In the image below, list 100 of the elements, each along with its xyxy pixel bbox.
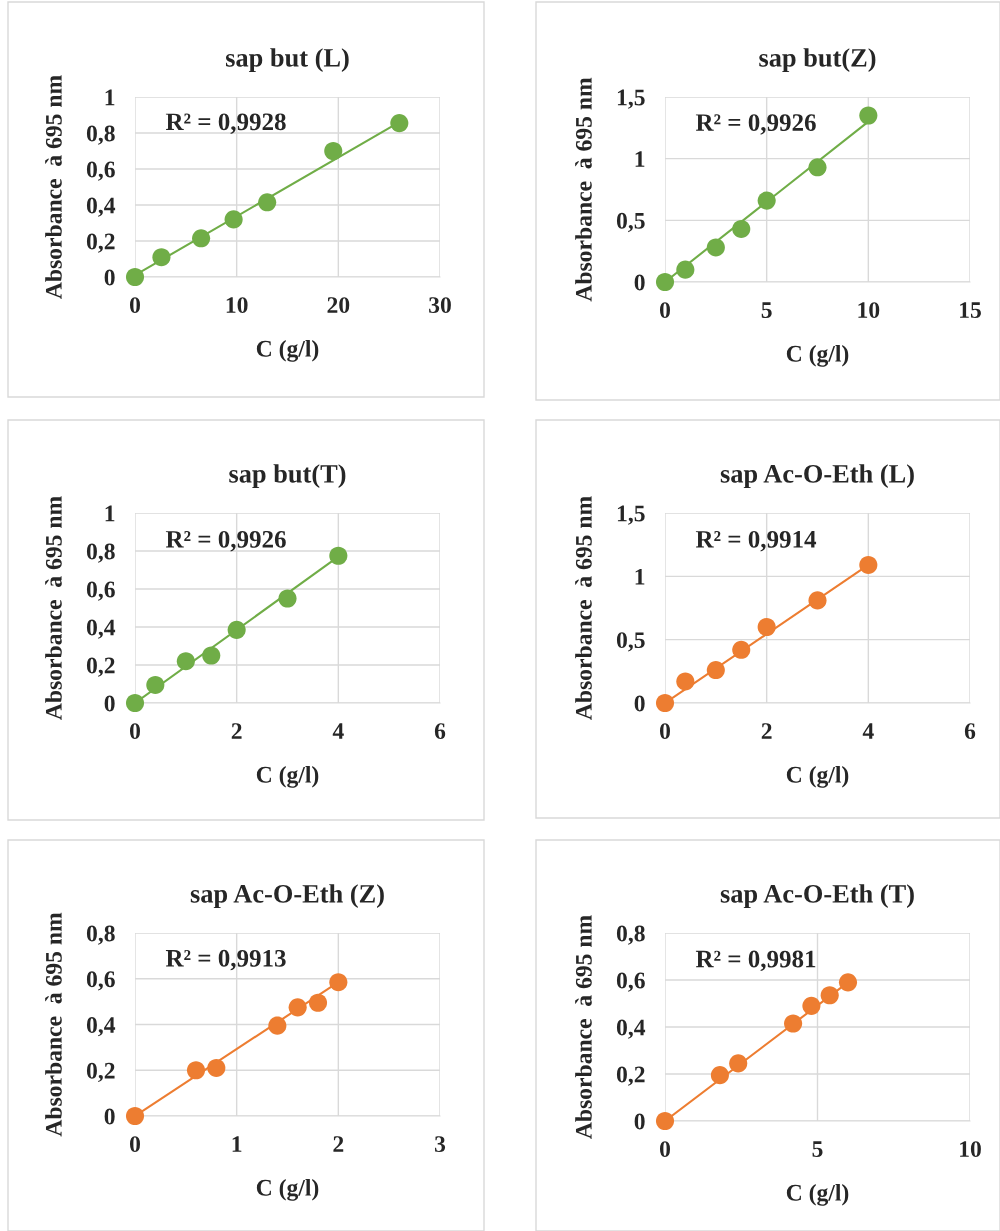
y-tick-label: 0,6 bbox=[86, 161, 115, 181]
y-tick-label: 1 bbox=[635, 151, 645, 167]
annotation: R² = 0,9926 bbox=[165, 530, 286, 552]
x-tick-label: 2 bbox=[761, 723, 772, 739]
point bbox=[329, 546, 348, 565]
annotation: R² = 0,9926 bbox=[695, 114, 816, 135]
x-tick-label: 10 bbox=[226, 297, 248, 314]
x-tick-label: 30 bbox=[429, 297, 451, 314]
x-tick-label: 10 bbox=[858, 302, 880, 319]
point bbox=[268, 1016, 287, 1035]
y-axis-title: Absorbance à 695 nm bbox=[575, 915, 592, 1139]
x-axis-title: C (g/l) bbox=[256, 340, 319, 362]
annotation: R² = 0,9928 bbox=[165, 113, 286, 134]
chart-title: sap Ac-O-Eth (L) bbox=[720, 464, 914, 489]
y-axis-title: Absorbance à 695 nm bbox=[575, 496, 592, 720]
chart-title: sap but (L) bbox=[225, 48, 349, 73]
y-axis-title: Absorbance à 695 nm bbox=[45, 912, 62, 1137]
y-tick-label: 1,5 bbox=[617, 505, 645, 525]
chart-title: sap but(Z) bbox=[759, 48, 876, 73]
point bbox=[706, 661, 725, 680]
y-tick-label: 0,8 bbox=[86, 925, 115, 945]
point bbox=[655, 1111, 675, 1131]
point bbox=[757, 191, 776, 210]
x-axis-title: C (g/l) bbox=[786, 345, 849, 367]
annotation: R² = 0,9914 bbox=[695, 530, 817, 552]
x-tick-label: 0 bbox=[130, 723, 140, 740]
annotation: R² = 0,9913 bbox=[165, 949, 286, 971]
y-tick-label: 0,2 bbox=[86, 1062, 115, 1083]
y-tick-label: 0,8 bbox=[616, 925, 645, 945]
y-tick-label: 0,2 bbox=[616, 1066, 645, 1086]
point bbox=[706, 238, 725, 257]
point bbox=[227, 620, 246, 639]
y-tick-label: 0,5 bbox=[616, 632, 645, 652]
point bbox=[859, 555, 878, 574]
y-tick-label: 0,4 bbox=[86, 619, 116, 639]
y-tick-label: 0,5 bbox=[616, 212, 645, 233]
point bbox=[757, 617, 776, 637]
x-tick-label: 15 bbox=[960, 302, 981, 319]
x-tick-label: 0 bbox=[130, 1136, 140, 1153]
chart-title: sap but(T) bbox=[229, 464, 346, 489]
x-axis-title: C (g/l) bbox=[786, 1184, 849, 1206]
point bbox=[729, 1054, 748, 1073]
point bbox=[324, 141, 343, 161]
point bbox=[732, 219, 751, 239]
point bbox=[192, 229, 211, 248]
y-tick-label: 0,6 bbox=[86, 971, 115, 991]
x-axis-title: C (g/l) bbox=[256, 1179, 319, 1201]
point bbox=[732, 640, 751, 659]
point bbox=[224, 210, 243, 229]
point bbox=[207, 1058, 226, 1078]
x-axis-title: C (g/l) bbox=[256, 766, 319, 788]
point bbox=[258, 193, 277, 212]
point bbox=[125, 1106, 145, 1126]
x-tick-label: 2 bbox=[231, 723, 242, 739]
y-tick-label: 0 bbox=[634, 1113, 645, 1130]
point bbox=[146, 675, 165, 694]
x-tick-label: 5 bbox=[812, 1141, 823, 1158]
point bbox=[125, 693, 145, 713]
point bbox=[176, 652, 195, 671]
y-tick-label: 0,6 bbox=[616, 972, 645, 992]
point bbox=[802, 996, 821, 1015]
y-tick-label: 0 bbox=[104, 695, 115, 712]
point bbox=[838, 973, 858, 992]
point bbox=[808, 158, 827, 177]
y-tick-label: 1 bbox=[635, 568, 645, 585]
point bbox=[676, 260, 695, 279]
point bbox=[859, 106, 878, 125]
y-tick-label: 0,2 bbox=[86, 657, 115, 677]
x-tick-label: 20 bbox=[327, 297, 350, 314]
point bbox=[202, 646, 221, 665]
y-tick-label: 0,6 bbox=[86, 581, 115, 601]
y-tick-label: 1 bbox=[105, 89, 115, 106]
x-tick-label: 3 bbox=[434, 1136, 446, 1153]
point bbox=[808, 591, 827, 610]
point bbox=[390, 114, 409, 133]
y-tick-label: 1 bbox=[105, 505, 115, 522]
point bbox=[784, 1014, 803, 1033]
y-axis-title: Absorbance à 695 nm bbox=[45, 75, 62, 299]
x-tick-label: 4 bbox=[332, 723, 344, 739]
y-tick-label: 1,5 bbox=[617, 89, 645, 109]
point bbox=[152, 248, 171, 267]
y-tick-label: 0,4 bbox=[616, 1019, 646, 1039]
x-tick-label: 1 bbox=[232, 1136, 242, 1152]
point bbox=[710, 1066, 729, 1085]
x-tick-label: 4 bbox=[862, 723, 874, 739]
x-axis-title: C (g/l) bbox=[786, 766, 849, 788]
annotation: R² = 0,9981 bbox=[695, 950, 816, 972]
x-tick-label: 0 bbox=[130, 297, 140, 314]
chart-title: sap Ac-O-Eth (T) bbox=[720, 884, 914, 909]
point bbox=[655, 272, 675, 292]
y-tick-label: 0,4 bbox=[86, 1016, 116, 1037]
x-tick-label: 0 bbox=[660, 302, 670, 319]
y-tick-label: 0,8 bbox=[86, 125, 115, 145]
point bbox=[288, 998, 307, 1017]
x-tick-label: 6 bbox=[964, 723, 976, 740]
y-tick-label: 0 bbox=[104, 1108, 115, 1125]
y-tick-label: 0 bbox=[634, 274, 645, 291]
point bbox=[329, 973, 348, 992]
y-tick-label: 0,8 bbox=[86, 543, 115, 563]
y-tick-label: 0,4 bbox=[86, 197, 116, 217]
